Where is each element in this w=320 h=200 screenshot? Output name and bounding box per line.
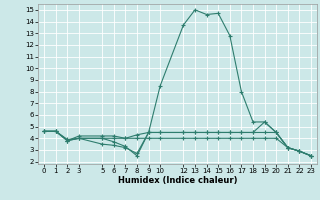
X-axis label: Humidex (Indice chaleur): Humidex (Indice chaleur) bbox=[118, 176, 237, 185]
